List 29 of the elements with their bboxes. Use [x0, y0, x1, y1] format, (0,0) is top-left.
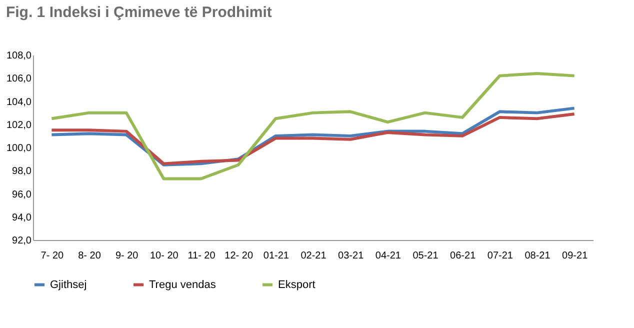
y-tick-label: 106,0 [6, 74, 32, 85]
legend-label: Eksport [278, 278, 316, 291]
x-tick-label: 9- 20 [115, 250, 139, 262]
x-tick-label: 07-21 [487, 250, 514, 262]
y-tick-label: 102,0 [6, 120, 32, 131]
x-tick-label: 01-21 [263, 250, 290, 262]
legend-label: Tregu vendas [149, 278, 216, 291]
y-tick-label: 92,0 [12, 236, 32, 246]
x-tick-label: 04-21 [375, 250, 402, 262]
x-tick-label: 05-21 [412, 250, 439, 262]
y-tick-label: 104,0 [6, 96, 32, 108]
x-tick-label: 7- 20 [40, 250, 64, 262]
x-tick-label: 08-21 [524, 250, 551, 262]
y-tick-label: 96,0 [12, 189, 32, 200]
line-series [50, 72, 576, 180]
x-tick-label: 09-21 [562, 250, 588, 262]
y-tick-label: 108,0 [6, 50, 32, 62]
y-tick-label: 94,0 [12, 212, 32, 224]
y-tick-label: 100,0 [6, 143, 32, 154]
legend-label: Gjithsej [50, 278, 87, 291]
x-tick-label: 8- 20 [78, 250, 102, 262]
x-tick-label: 06-21 [450, 250, 476, 262]
x-tick-label: 03-21 [338, 250, 364, 262]
x-tick-label: 10- 20 [150, 250, 179, 262]
chart-title: Fig. 1 Indeksi i Çmimeve të Prodhimit [6, 4, 272, 21]
y-tick-label: 98,0 [12, 166, 32, 178]
x-tick-label: 11- 20 [188, 250, 216, 262]
x-tick-label: 12- 20 [224, 250, 254, 262]
x-tick-label: 02-21 [300, 250, 327, 262]
